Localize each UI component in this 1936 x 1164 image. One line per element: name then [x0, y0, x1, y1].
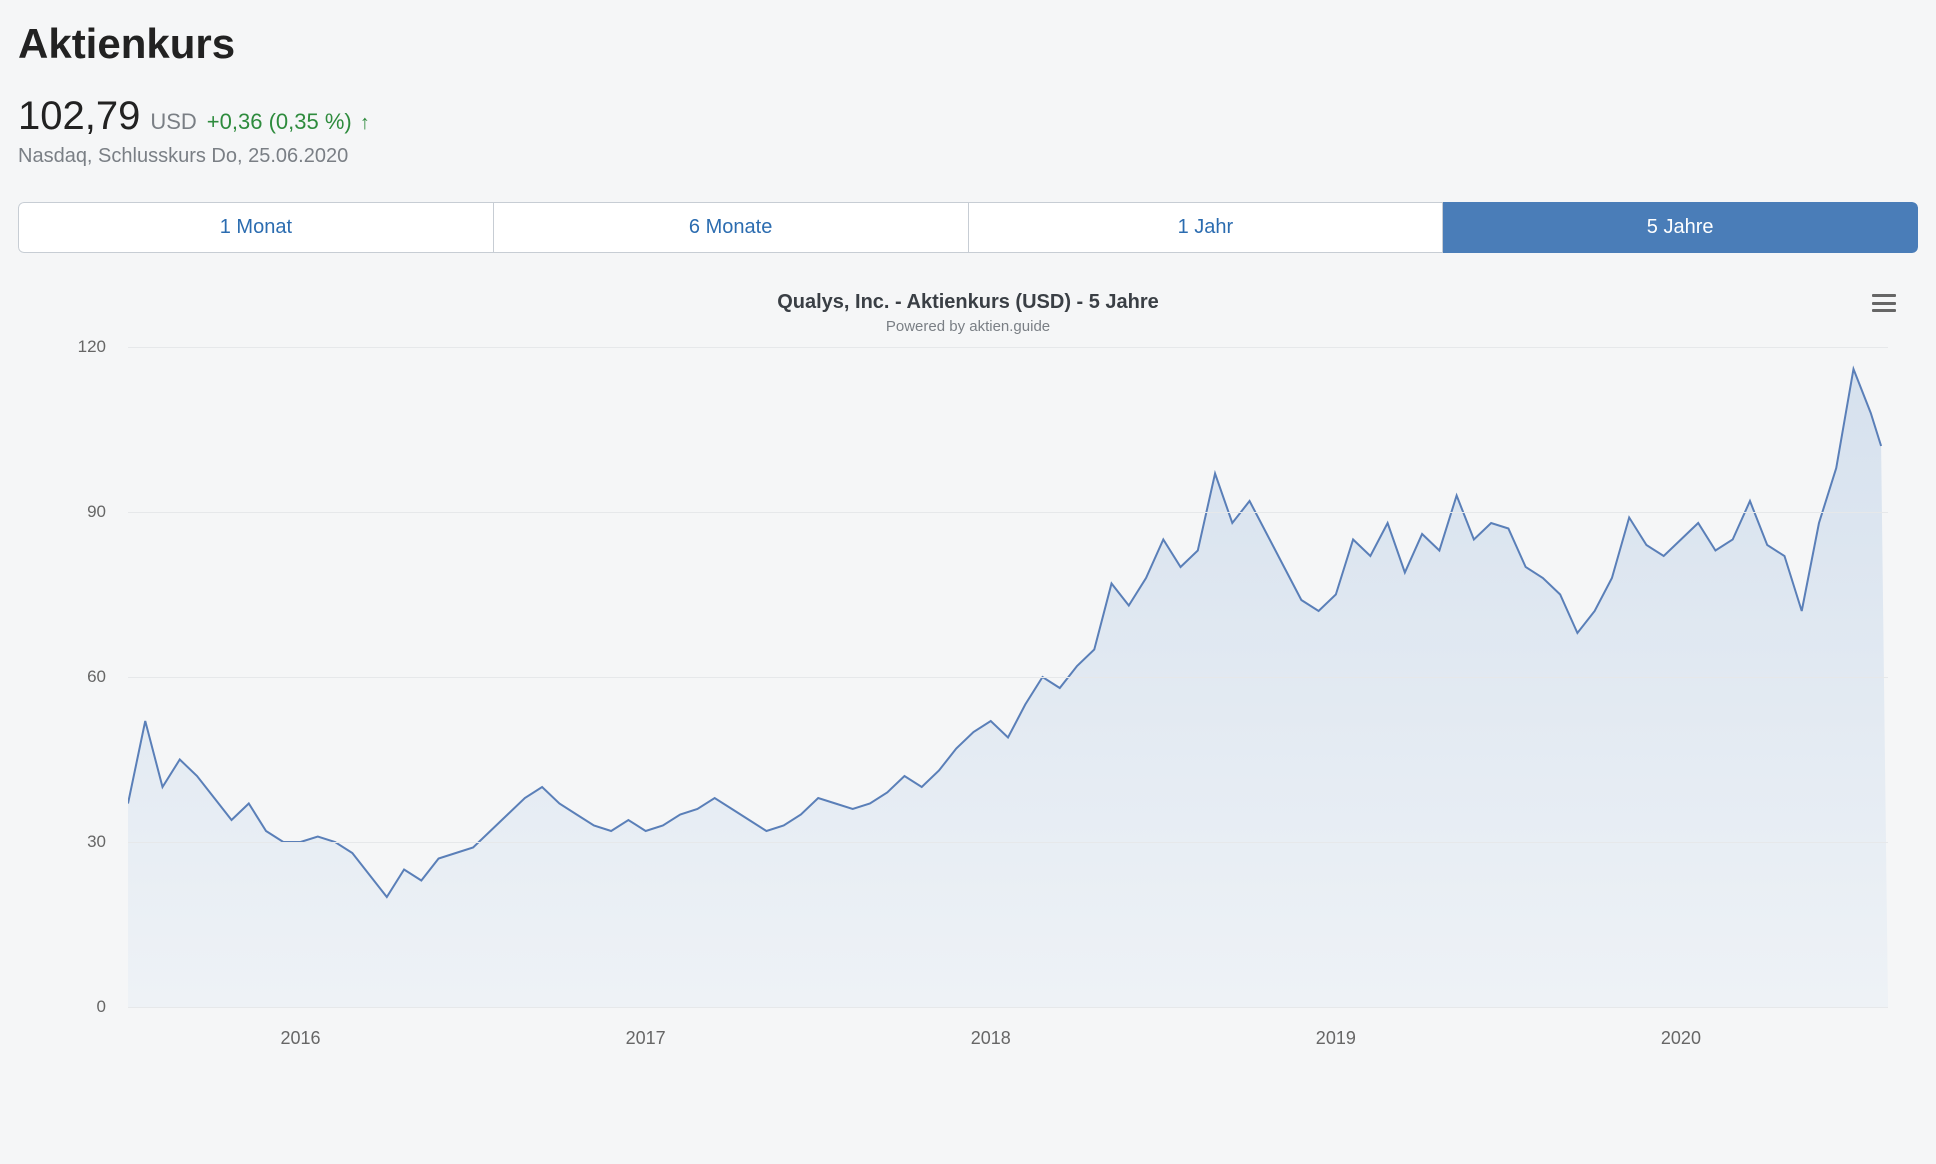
x-tick-label: 2016	[281, 1028, 321, 1049]
tab-1-jahr[interactable]: 1 Jahr	[969, 202, 1444, 253]
price-change-pct: (0,35 %)	[269, 109, 352, 134]
x-tick-label: 2019	[1316, 1028, 1356, 1049]
y-tick-label: 30	[87, 832, 106, 852]
y-tick-label: 60	[87, 667, 106, 687]
price-value: 102,79	[18, 94, 140, 139]
y-axis: 0306090120	[28, 347, 118, 1007]
gridline	[128, 1007, 1888, 1008]
x-tick-label: 2020	[1661, 1028, 1701, 1049]
x-tick-label: 2018	[971, 1028, 1011, 1049]
gridline	[128, 677, 1888, 678]
time-range-tabs: 1 Monat 6 Monate 1 Jahr 5 Jahre	[18, 202, 1918, 253]
price-currency: USD	[150, 109, 196, 135]
y-tick-label: 90	[87, 502, 106, 522]
price-meta: Nasdaq, Schlusskurs Do, 25.06.2020	[18, 145, 1918, 168]
tab-6-monate[interactable]: 6 Monate	[494, 202, 969, 253]
gridline	[128, 842, 1888, 843]
chart-subtitle: Powered by aktien.guide	[18, 318, 1918, 335]
price-change-abs: +0,36	[207, 109, 263, 134]
page-title: Aktienkurs	[18, 20, 1918, 68]
chart-menu-icon[interactable]	[1870, 291, 1898, 315]
x-tick-label: 2017	[626, 1028, 666, 1049]
gridline	[128, 512, 1888, 513]
y-tick-label: 0	[97, 997, 106, 1017]
price-change: +0,36 (0,35 %) ↑	[207, 109, 370, 135]
tab-5-jahre[interactable]: 5 Jahre	[1443, 202, 1918, 253]
x-axis: 2016 2017 2018 2019 2020	[128, 1017, 1888, 1067]
chart-title: Qualys, Inc. - Aktienkurs (USD) - 5 Jahr…	[18, 291, 1918, 314]
chart-area: 0306090120 20162017201820192020	[28, 347, 1888, 1067]
y-tick-label: 120	[78, 337, 106, 357]
chart-container: Qualys, Inc. - Aktienkurs (USD) - 5 Jahr…	[18, 281, 1918, 1067]
arrow-up-icon: ↑	[360, 112, 370, 134]
gridline	[128, 347, 1888, 348]
price-row: 102,79 USD +0,36 (0,35 %) ↑	[18, 94, 1918, 139]
tab-1-monat[interactable]: 1 Monat	[18, 202, 494, 253]
